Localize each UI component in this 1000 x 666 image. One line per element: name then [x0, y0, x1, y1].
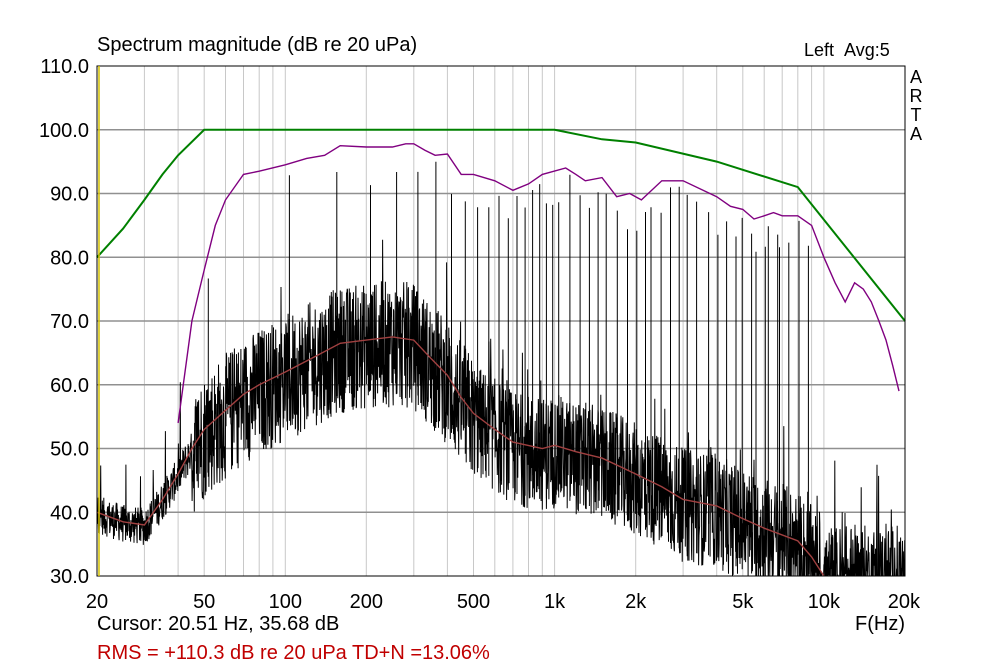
harmonic-envelope-line — [177, 143, 900, 424]
measurement-summary: RMS = +110.3 dB re 20 uPa TD+N =13.06% — [97, 642, 490, 664]
x-tick-label: 10k — [808, 591, 841, 613]
y-tick-label: 90.0 — [50, 184, 89, 206]
y-tick-label: 70.0 — [50, 311, 89, 333]
y-tick-labels: 30.0 40.0 50.0 60.0 70.0 80.0 90.0 100.0 110.0 — [39, 56, 89, 588]
y-tick-label: 30.0 — [50, 566, 89, 588]
x-tick-label: 100 — [269, 591, 302, 613]
x-tick-label: 20k — [888, 591, 921, 613]
channel-info: Left Avg:5 — [804, 40, 890, 61]
y-tick-label: 40.0 — [50, 502, 89, 524]
y-tick-label: 60.0 — [50, 375, 89, 397]
arta-watermark: A R T A — [909, 68, 923, 144]
channel-name: Left — [804, 40, 835, 60]
spectrum-trace — [96, 239, 906, 577]
cursor-readout: Cursor: 20.51 Hz, 35.68 dB — [97, 613, 340, 635]
chart-title: Spectrum magnitude (dB re 20 uPa) — [97, 34, 418, 56]
series-lines — [96, 128, 906, 577]
x-tick-label: 500 — [457, 591, 490, 613]
y-tick-label: 50.0 — [50, 439, 89, 461]
x-axis-label: F(Hz) — [855, 613, 905, 635]
x-tick-labels: 20 50 100 200 500 1k 2k 5k 10k 20k — [86, 591, 921, 613]
noise-spectrum — [96, 239, 906, 577]
y-tick-label: 80.0 — [50, 247, 89, 269]
y-tick-label: 110.0 — [40, 56, 89, 78]
x-tick-label: 1k — [544, 591, 566, 613]
watermark-letter: A — [909, 67, 922, 87]
x-tick-label: 20 — [86, 591, 108, 613]
x-tick-label: 50 — [193, 591, 215, 613]
limit-line — [96, 128, 906, 322]
watermark-letter: A — [909, 124, 922, 144]
noise-average-line — [96, 336, 825, 577]
x-tick-label: 5k — [732, 591, 754, 613]
plot-frame — [96, 65, 906, 577]
x-tick-label: 200 — [350, 591, 383, 613]
watermark-letter: R — [909, 86, 923, 106]
watermark-letter: T — [910, 105, 922, 125]
x-tick-label: 2k — [625, 591, 647, 613]
averaging-info: Avg:5 — [844, 40, 890, 60]
y-tick-label: 100.0 — [39, 120, 89, 142]
